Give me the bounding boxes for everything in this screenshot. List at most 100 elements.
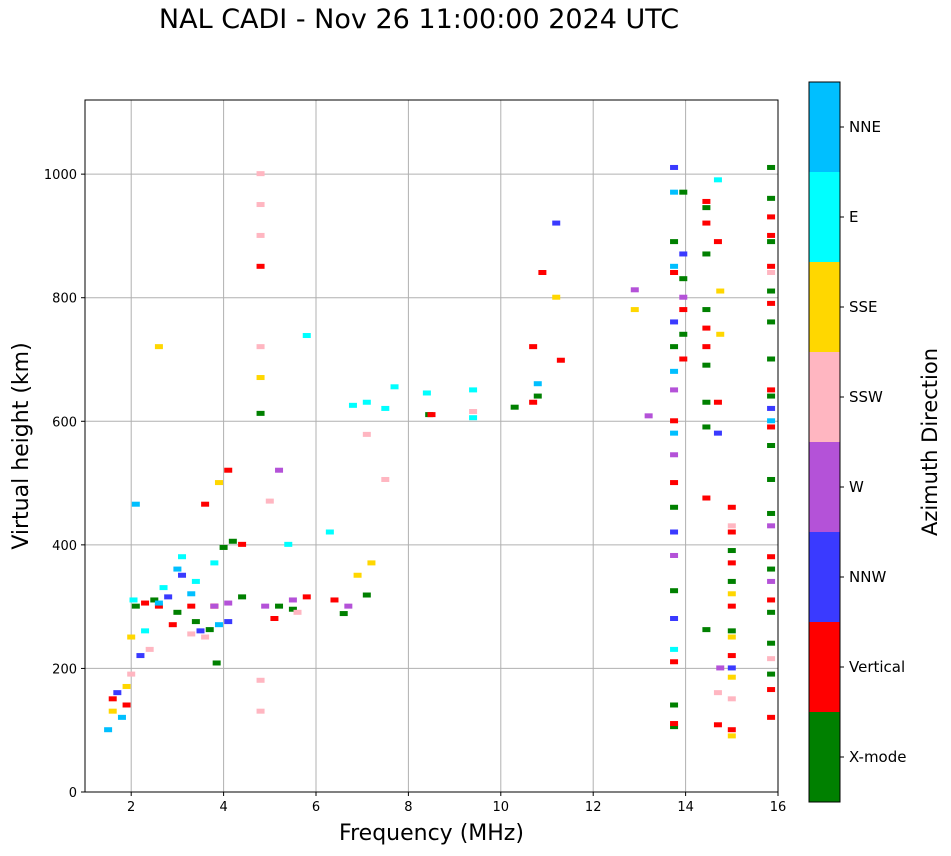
echo-point-x-mode	[767, 510, 776, 516]
colorbar-label: Azimuth Direction	[918, 347, 942, 537]
echo-point-x-mode	[767, 239, 776, 245]
echo-point-x-mode	[702, 205, 711, 211]
echo-point-x-mode	[670, 724, 679, 730]
echo-point-sse	[256, 375, 265, 381]
echo-point-ssw	[767, 270, 776, 275]
echo-point-e	[178, 554, 187, 560]
colorbar-tick-label: X-mode	[849, 748, 906, 766]
echo-point-e	[302, 333, 311, 339]
echo-point-e	[469, 415, 478, 421]
echo-point-nne	[670, 368, 679, 374]
y-tick-label: 400	[52, 539, 77, 554]
echo-point-e	[381, 405, 390, 411]
echo-point-sse	[727, 733, 736, 739]
echo-point-nnw	[113, 690, 122, 696]
x-tick-label: 14	[677, 800, 694, 815]
colorbar-segment-sse	[809, 262, 840, 352]
echo-point-nne	[173, 566, 182, 572]
echo-point-e	[210, 560, 219, 566]
echo-point-vertical	[702, 220, 711, 226]
echo-point-ssw	[256, 677, 265, 683]
echo-point-x-mode	[150, 597, 159, 603]
echo-point-w	[670, 387, 679, 393]
echo-point-vertical	[679, 307, 688, 313]
echo-point-nnw	[196, 628, 205, 634]
echo-point-x-mode	[670, 504, 679, 510]
y-tick-label: 600	[52, 415, 77, 430]
echo-point-vertical	[256, 263, 265, 269]
colorbar-tick-label: W	[849, 478, 864, 496]
echo-point-x-mode	[191, 619, 200, 625]
echo-point-sse	[122, 683, 131, 689]
colorbar: X-mode Vertical NNW W SSW SSE E NNE	[808, 81, 906, 803]
echo-point-nnw	[164, 594, 173, 600]
echo-point-nnw	[679, 251, 688, 257]
echo-point-vertical	[702, 495, 711, 501]
echo-point-x-mode	[767, 566, 776, 572]
echo-point-x-mode	[767, 476, 776, 482]
echo-point-e	[348, 402, 357, 408]
echo-point-vertical	[670, 480, 679, 486]
echo-point-vertical	[727, 560, 736, 566]
echo-point-x-mode	[510, 404, 519, 410]
echo-point-vertical	[201, 501, 210, 507]
echo-point-x-mode	[702, 251, 711, 257]
echo-point-x-mode	[670, 588, 679, 594]
echo-point-x-mode	[679, 189, 688, 195]
echo-point-ssw	[767, 656, 776, 662]
echo-point-vertical	[187, 603, 196, 609]
echo-point-nnw	[670, 616, 679, 621]
colorbar-segment-ssw	[809, 352, 840, 442]
x-tick-label: 10	[493, 800, 510, 815]
colorbar-frame	[808, 81, 841, 803]
echo-point-x-mode	[767, 288, 776, 294]
echo-point-w	[670, 452, 679, 458]
echo-point-sse	[214, 480, 223, 486]
echo-point-nnw	[670, 319, 679, 325]
echo-point-nne	[131, 501, 140, 507]
echo-point-vertical	[702, 325, 711, 331]
echo-point-x-mode	[767, 393, 776, 399]
x-tick-label: 6	[312, 800, 320, 815]
echo-point-nnw	[224, 619, 233, 625]
echo-point-vertical	[670, 270, 679, 275]
echo-point-vertical	[713, 399, 722, 405]
x-tick-label: 8	[404, 800, 412, 815]
echo-point-x-mode	[767, 443, 776, 448]
echo-point-vertical	[238, 541, 247, 547]
echo-point-x-mode	[702, 399, 711, 405]
echo-point-vertical	[670, 721, 679, 727]
echo-point-w	[767, 578, 776, 584]
echo-point-vertical	[556, 357, 565, 363]
echo-point-x-mode	[670, 239, 679, 245]
x-tick-label: 4	[219, 800, 227, 815]
echo-point-w	[288, 597, 297, 603]
echo-point-x-mode	[238, 594, 247, 600]
echo-point-x-mode	[288, 606, 297, 612]
y-tick-label: 800	[52, 292, 77, 307]
echo-point-vertical	[767, 232, 776, 238]
echo-point-x-mode	[702, 307, 711, 313]
echo-point-x-mode	[679, 276, 688, 282]
echo-point-nne	[154, 600, 163, 606]
echo-point-vertical	[702, 198, 711, 204]
echo-point-vertical	[767, 714, 776, 720]
echo-point-nnw	[727, 665, 736, 671]
echo-point-w	[670, 552, 679, 558]
echo-point-nnw	[670, 529, 679, 535]
echo-point-x-mode	[275, 603, 284, 609]
echo-point-e	[191, 578, 200, 584]
colorbar-tick-label: NNE	[849, 118, 881, 136]
y-tick-label: 1000	[44, 168, 77, 183]
x-tick-label: 12	[585, 800, 602, 815]
echo-point-x-mode	[727, 628, 736, 634]
echo-point-vertical	[427, 412, 436, 418]
echo-point-vertical	[154, 603, 163, 609]
echo-point-vertical	[713, 722, 722, 728]
echo-point-x-mode	[533, 393, 542, 399]
echo-point-e	[129, 597, 138, 603]
echo-point-nne	[214, 622, 223, 628]
echo-point-vertical	[767, 597, 776, 603]
colorbar-segment-vertical	[809, 622, 840, 712]
